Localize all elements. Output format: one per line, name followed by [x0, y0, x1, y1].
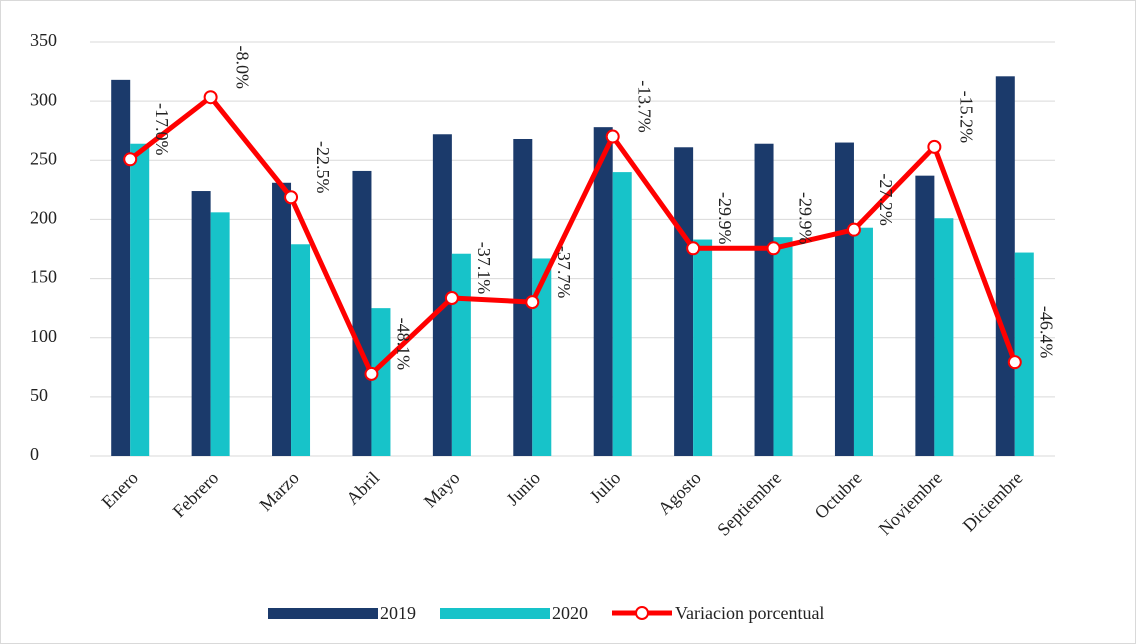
- line-marker: [846, 222, 861, 237]
- legend-marker: [635, 606, 649, 620]
- bar: [834, 142, 854, 457]
- data-label: -48.1%: [393, 318, 413, 371]
- line-marker: [927, 139, 942, 154]
- bar: [612, 172, 632, 456]
- legend-swatch: [268, 608, 378, 619]
- bar: [532, 258, 552, 456]
- y-tick-label: 100: [30, 326, 57, 346]
- bar: [210, 212, 230, 456]
- data-label: -29.9%: [715, 192, 735, 245]
- bar: [995, 76, 1015, 456]
- data-label: -8.0%: [233, 45, 253, 89]
- bar: [111, 79, 131, 456]
- bar: [773, 237, 793, 456]
- data-label: -37.7%: [554, 246, 574, 299]
- data-label: -37.1%: [474, 242, 494, 295]
- y-tick-label: 200: [30, 208, 57, 228]
- bar: [432, 134, 452, 456]
- legend-swatch: [440, 608, 550, 619]
- legend-label: 2020: [552, 603, 588, 623]
- line-marker: [203, 90, 218, 105]
- bar: [853, 227, 873, 456]
- line-marker: [123, 152, 138, 167]
- bar: [593, 127, 613, 456]
- y-tick-label: 350: [30, 30, 57, 50]
- bar: [693, 239, 713, 456]
- legend-label: 2019: [380, 603, 416, 623]
- bar: [191, 191, 211, 457]
- legend-label: Variacion porcentual: [675, 603, 824, 623]
- y-tick-label: 50: [30, 385, 48, 405]
- bar: [451, 253, 471, 456]
- line-marker: [284, 190, 299, 205]
- y-tick-label: 250: [30, 148, 57, 168]
- y-tick-label: 0: [30, 444, 39, 464]
- line-marker: [525, 295, 540, 310]
- data-label: -46.4%: [1037, 306, 1057, 359]
- bar: [674, 147, 694, 456]
- bar: [934, 218, 954, 456]
- bar: [371, 308, 391, 456]
- bar: [130, 143, 150, 456]
- bar: [291, 244, 311, 456]
- data-label: -15.2%: [956, 91, 976, 144]
- line-marker: [766, 241, 781, 256]
- line-marker: [364, 366, 379, 381]
- bar: [513, 138, 533, 456]
- bar: [915, 175, 935, 457]
- data-label: -27.2%: [876, 173, 896, 226]
- y-tick-label: 300: [30, 89, 57, 109]
- bar: [1014, 252, 1034, 456]
- data-label: -29.9%: [795, 192, 815, 245]
- y-tick-label: 150: [30, 267, 57, 287]
- bar: [352, 170, 372, 456]
- bar: [272, 182, 292, 456]
- bar: [754, 143, 774, 456]
- line-marker: [1007, 355, 1022, 370]
- data-label: -13.7%: [635, 80, 655, 133]
- line-marker: [444, 290, 459, 305]
- data-label: -17.0%: [152, 103, 172, 156]
- line-marker: [605, 129, 620, 144]
- line: [128, 94, 1018, 377]
- line-marker: [686, 241, 701, 256]
- data-label: -22.5%: [313, 141, 333, 194]
